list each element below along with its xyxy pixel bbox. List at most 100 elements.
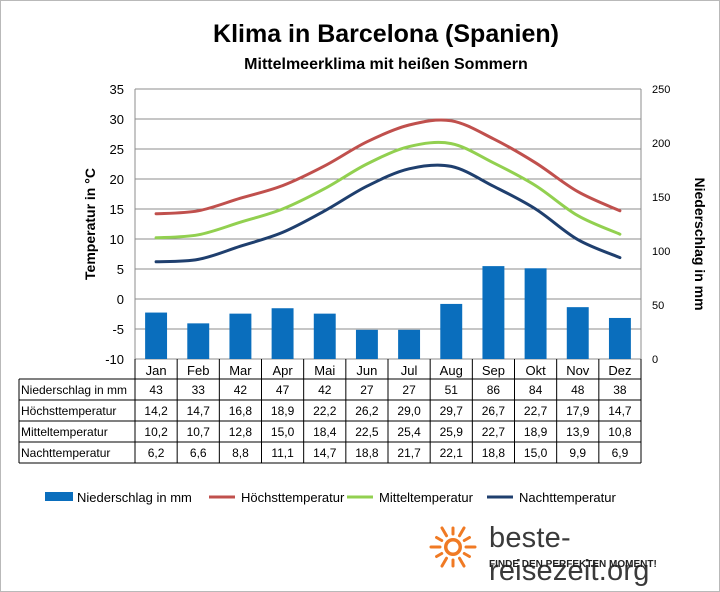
x-tick-label: Sep	[482, 363, 505, 378]
table-cell: 18,9	[271, 404, 295, 418]
table-cell: 13,9	[566, 425, 590, 439]
line-mitteltemperatur	[154, 140, 622, 240]
table-cell: 14,7	[187, 404, 211, 418]
y-right-tick-label: 0	[652, 354, 658, 366]
line-höchsttemperatur	[154, 118, 622, 216]
y-right-axis-title: Niederschlag in mm	[692, 177, 708, 310]
table-cell: 22,1	[440, 446, 464, 460]
table-cell: 86	[487, 383, 501, 397]
table-row-label: Nachttemperatur	[21, 446, 110, 460]
x-tick-label: Jan	[146, 363, 167, 378]
x-tick-label: Feb	[187, 363, 209, 378]
legend-label: Niederschlag in mm	[77, 490, 192, 505]
legend: Niederschlag in mm Höchsttemperatur Mittel…	[45, 490, 616, 505]
legend-swatch-bar	[45, 492, 73, 501]
table-cell: 25,9	[440, 425, 464, 439]
table-cell: 14,2	[144, 404, 168, 418]
table-cell: 26,7	[482, 404, 506, 418]
x-tick-label: Apr	[272, 363, 293, 378]
table-cell: 27	[360, 383, 374, 397]
table-cell: 33	[192, 383, 206, 397]
table-cell: 25,4	[397, 425, 421, 439]
bar-niederschlag	[566, 307, 589, 359]
table-row-label: Höchsttemperatur	[21, 404, 116, 418]
y-left-tick-label: 15	[110, 202, 124, 217]
sun-ray	[462, 536, 471, 542]
x-tick-label: Aug	[440, 363, 463, 378]
table-cell: 6,9	[612, 446, 629, 460]
legend-label: Mitteltemperatur	[379, 490, 474, 505]
chart-title: Klima in Barcelona (Spanien)	[213, 20, 559, 48]
sun-ray	[458, 526, 466, 538]
y-left-tick-label: -10	[105, 352, 124, 367]
sun-ray	[440, 526, 448, 538]
table-cell: 26,2	[355, 404, 379, 418]
table-cell: 38	[613, 383, 627, 397]
y-left-tick-label: 5	[117, 262, 124, 277]
y-left-tick-label: -5	[112, 322, 124, 337]
y-left-tick-label: 10	[110, 232, 124, 247]
sun-ray	[458, 556, 466, 568]
y-left-tick-label: 25	[110, 142, 124, 157]
line-nachttemperatur	[154, 163, 622, 264]
y-left-tick-label: 35	[110, 82, 124, 97]
table-cell: 42	[318, 383, 332, 397]
table-cell: 48	[571, 383, 585, 397]
x-tick-label: Mar	[229, 363, 252, 378]
y-right-tick-label: 150	[652, 192, 670, 204]
legend-label: Höchsttemperatur	[241, 490, 345, 505]
table-cell: 8,8	[232, 446, 249, 460]
x-tick-label: Dez	[608, 363, 631, 378]
table-cell: 18,4	[313, 425, 337, 439]
table-cell: 22,7	[482, 425, 506, 439]
table-cell: 15,0	[524, 446, 548, 460]
x-tick-label: Jun	[356, 363, 377, 378]
y-left-tick-label: 30	[110, 112, 124, 127]
sun-icon	[429, 526, 477, 568]
table-cell: 29,7	[440, 404, 464, 418]
bar-niederschlag	[229, 313, 252, 359]
table-cell: 22,7	[524, 404, 548, 418]
table-cell: 10,8	[608, 425, 632, 439]
y-right-tick-label: 100	[652, 246, 670, 258]
table-cell: 29,0	[397, 404, 421, 418]
y-left-tick-label: 20	[110, 172, 124, 187]
x-tick-label: Mai	[314, 363, 335, 378]
bar-niederschlag	[145, 312, 168, 359]
brand-tagline: FINDE DEN PERFEKTEN MOMENT!	[489, 559, 657, 570]
table-cell: 10,7	[187, 425, 211, 439]
sun-ray	[435, 536, 444, 542]
table-cell: 14,7	[313, 446, 337, 460]
sun-ray	[435, 552, 444, 558]
bar-niederschlag	[355, 329, 378, 359]
bar-niederschlag	[271, 308, 294, 359]
table-cell: 17,9	[566, 404, 590, 418]
table-cell: 16,8	[229, 404, 253, 418]
y-right-tick-label: 200	[652, 138, 670, 150]
y-left-axis-title: Temperatur in °C	[82, 168, 98, 280]
table-cell: 27	[402, 383, 416, 397]
table-cell: 51	[445, 383, 459, 397]
y-right-tick-label: 50	[652, 300, 664, 312]
table-cell: 14,7	[608, 404, 632, 418]
table-cell: 47	[276, 383, 290, 397]
table-cell: 6,6	[190, 446, 207, 460]
bar-niederschlag	[398, 329, 421, 359]
sun-ray	[462, 552, 471, 558]
table-cell: 18,8	[355, 446, 379, 460]
table-cell: 21,7	[397, 446, 421, 460]
sun-ray	[440, 556, 448, 568]
legend-label: Nachttemperatur	[519, 490, 616, 505]
bar-niederschlag	[313, 313, 336, 359]
x-tick-label: Jul	[401, 363, 418, 378]
table-cell: 12,8	[229, 425, 253, 439]
table-cell: 18,8	[482, 446, 506, 460]
y-right-tick-label: 250	[652, 84, 670, 96]
table-cell: 22,2	[313, 404, 337, 418]
table-cell: 11,1	[271, 446, 294, 460]
table-cell: 10,2	[144, 425, 168, 439]
table-cell: 84	[529, 383, 543, 397]
bar-niederschlag	[524, 268, 547, 359]
